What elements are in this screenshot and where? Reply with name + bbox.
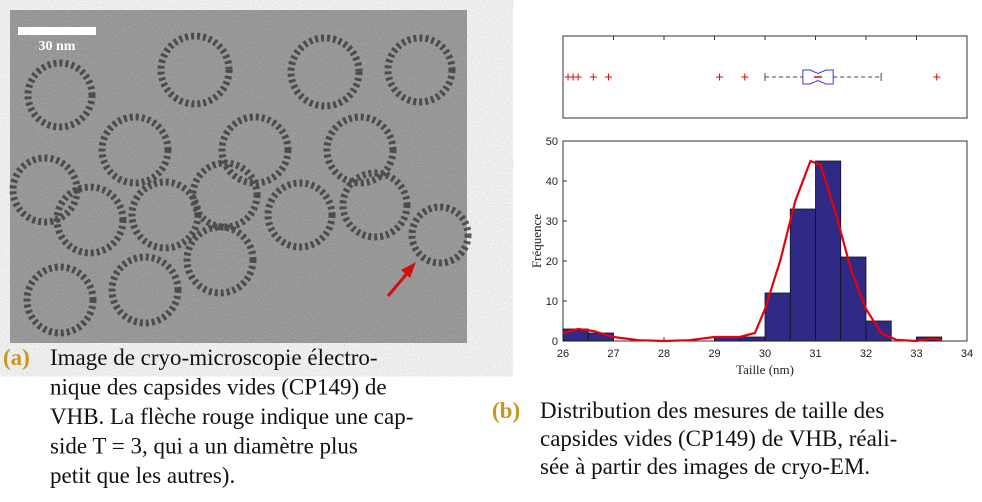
caption-line: nique des capsides vides (CP149) de <box>50 375 387 400</box>
x-tick-label: 34 <box>961 348 973 360</box>
x-tick-label: 28 <box>658 348 670 360</box>
x-axis-label: Taille (nm) <box>736 362 794 377</box>
caption-a: Image de cryo-microscopie électro-nique … <box>50 345 413 488</box>
scale-bar-label: 30 nm <box>39 39 76 54</box>
caption-line: sée à partir des images de cryo-EM. <box>540 454 870 479</box>
fit-curve <box>562 159 942 343</box>
y-tick-label: 20 <box>546 256 558 268</box>
subfigure-label: (b) <box>492 398 520 423</box>
caption-b: Distribution des mesures de taille des ca… <box>540 398 897 479</box>
micrograph: 30 nm <box>9 10 472 343</box>
x-tick-label: 26 <box>557 348 569 360</box>
x-tick-label: 32 <box>860 348 872 360</box>
caption-line: capsides vides (CP149) de VHB, réali- <box>540 426 897 451</box>
y-axis-label: Fréquence <box>529 214 544 268</box>
outlier <box>716 73 724 81</box>
caption-line: VHB. La flèche rouge indique une cap- <box>50 404 413 429</box>
y-tick-label: 0 <box>552 336 558 348</box>
x-tick-label: 31 <box>809 348 821 360</box>
subfigure-label: (a) <box>3 345 30 370</box>
y-tick-label: 30 <box>546 216 558 228</box>
x-tick-label: 29 <box>708 348 720 360</box>
outlier <box>604 73 612 81</box>
x-tick-label: 33 <box>910 348 922 360</box>
caption-line: Image de cryo-microscopie électro- <box>50 345 378 370</box>
outlier <box>589 73 597 81</box>
x-tick-label: 27 <box>607 348 619 360</box>
y-tick-label: 50 <box>546 136 558 148</box>
bar <box>764 292 791 342</box>
bar <box>789 208 816 342</box>
caption-line: petit que les autres). <box>50 463 235 488</box>
outlier <box>933 73 941 81</box>
y-tick-label: 40 <box>546 176 558 188</box>
box <box>802 69 834 85</box>
outlier <box>574 73 582 81</box>
bar <box>739 336 766 342</box>
x-tick-label: 30 <box>759 348 771 360</box>
caption-line: side T = 3, qui a un diamètre plus <box>50 434 358 459</box>
caption-line: Distribution des mesures de taille des <box>540 398 884 423</box>
y-tick-label: 10 <box>546 296 558 308</box>
outlier <box>741 73 749 81</box>
